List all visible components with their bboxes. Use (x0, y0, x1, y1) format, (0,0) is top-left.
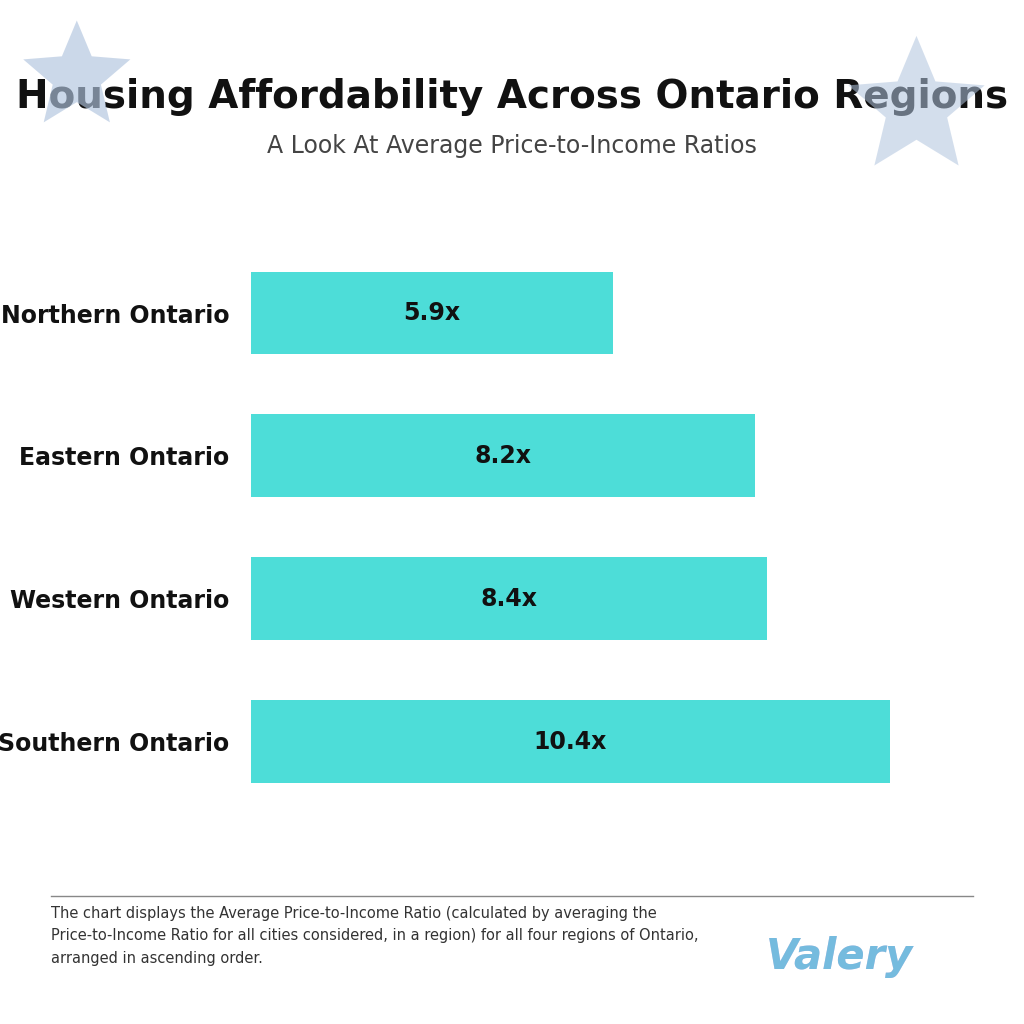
Text: The chart displays the Average Price-to-Income Ratio (calculated by averaging th: The chart displays the Average Price-to-… (51, 906, 698, 966)
Bar (251, 271, 613, 354)
Bar (251, 700, 890, 783)
Text: 5.9x: 5.9x (403, 301, 461, 325)
Text: 10.4x: 10.4x (534, 730, 607, 754)
Text: Valery: Valery (766, 936, 913, 979)
Text: Housing Affordability Across Ontario Regions: Housing Affordability Across Ontario Reg… (16, 78, 1008, 117)
Text: A Look At Average Price-to-Income Ratios: A Look At Average Price-to-Income Ratios (267, 134, 757, 159)
Text: 8.2x: 8.2x (474, 444, 531, 468)
Bar (251, 415, 755, 498)
Text: Valery: Valery (766, 936, 913, 979)
Text: 8.4x: 8.4x (480, 587, 538, 610)
Bar (251, 557, 767, 640)
